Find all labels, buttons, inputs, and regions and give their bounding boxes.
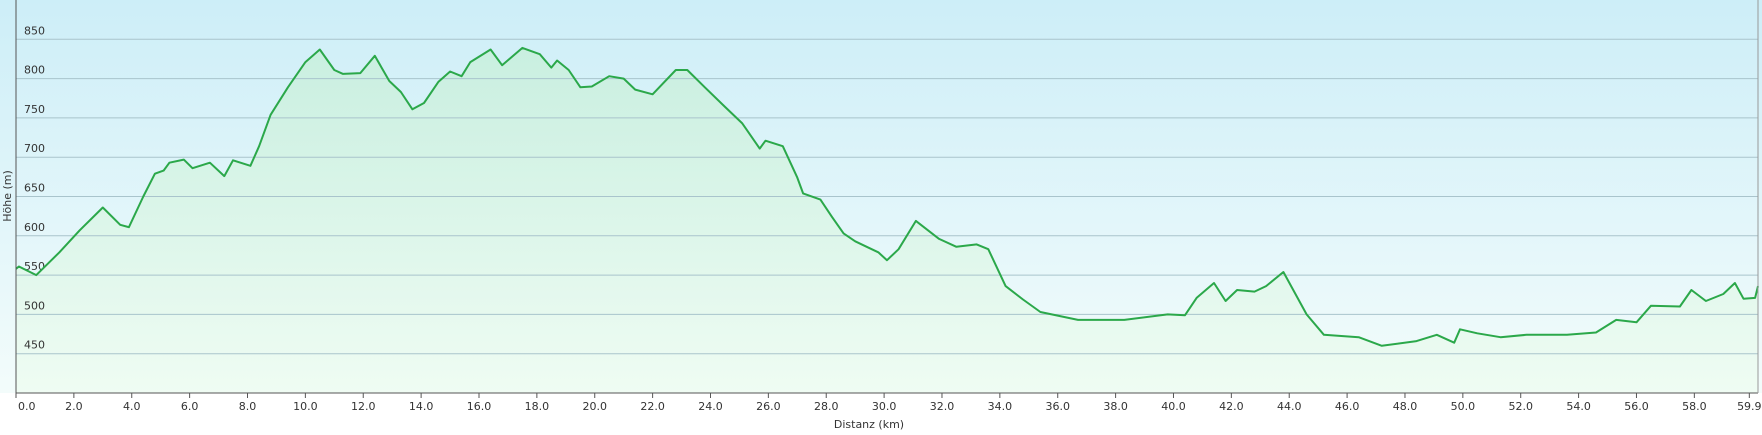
x-tick-label: 59.9 (1737, 400, 1762, 413)
y-tick-label: 650 (24, 182, 45, 195)
y-tick-label: 850 (24, 24, 45, 37)
y-tick-label: 750 (24, 103, 45, 116)
x-tick-label: 18.0 (525, 400, 550, 413)
x-tick-label: 34.0 (988, 400, 1013, 413)
x-tick-label: 42.0 (1219, 400, 1244, 413)
x-tick-label: 54.0 (1566, 400, 1591, 413)
x-tick-label: 12.0 (351, 400, 376, 413)
x-tick-label: 46.0 (1335, 400, 1360, 413)
plot: 450 500 550 600 650 700 750 800 850 0.0 2.0 4.0 6.0 8… (15, 0, 1762, 413)
y-tick-label: 550 (24, 260, 45, 273)
x-tick-label: 0.0 (18, 400, 36, 413)
x-tick-label: 38.0 (1103, 400, 1128, 413)
y-tick-label: 600 (24, 221, 45, 234)
x-axis-title: Distanz (km) (834, 418, 904, 431)
x-tick-label: 10.0 (293, 400, 318, 413)
x-tick-label: 24.0 (698, 400, 723, 413)
x-tick-label: 8.0 (239, 400, 257, 413)
x-tick-label: 56.0 (1624, 400, 1649, 413)
y-tick-label: 500 (24, 299, 45, 312)
x-tick-label: 2.0 (65, 400, 83, 413)
x-tick-label: 14.0 (409, 400, 434, 413)
x-tick-label: 58.0 (1682, 400, 1707, 413)
line (15, 46, 1759, 347)
x-tick-label: 48.0 (1393, 400, 1418, 413)
x-tick-label: 20.0 (582, 400, 607, 413)
x-tick-label: 6.0 (181, 400, 199, 413)
x-tick-label: 26.0 (756, 400, 781, 413)
area (16, 47, 1758, 394)
x-tick-label: 32.0 (930, 400, 955, 413)
y-tick-label: 700 (24, 142, 45, 155)
x-tick-label: 50.0 (1451, 400, 1476, 413)
x-tick-label: 22.0 (640, 400, 665, 413)
x-tick-label: 36.0 (1045, 400, 1070, 413)
y-tick-label: 800 (24, 64, 45, 77)
x-tick-label: 40.0 (1161, 400, 1186, 413)
y-axis-title: Höhe (m) (1, 170, 14, 222)
x-tick-label: 28.0 (814, 400, 839, 413)
x-tick-label: 4.0 (123, 400, 141, 413)
y-tick-label: 450 (24, 339, 45, 352)
x-tick-label: 30.0 (872, 400, 897, 413)
x-tick-label: 44.0 (1277, 400, 1302, 413)
x-tick-label: 16.0 (467, 400, 492, 413)
x-tick-label: 52.0 (1508, 400, 1533, 413)
